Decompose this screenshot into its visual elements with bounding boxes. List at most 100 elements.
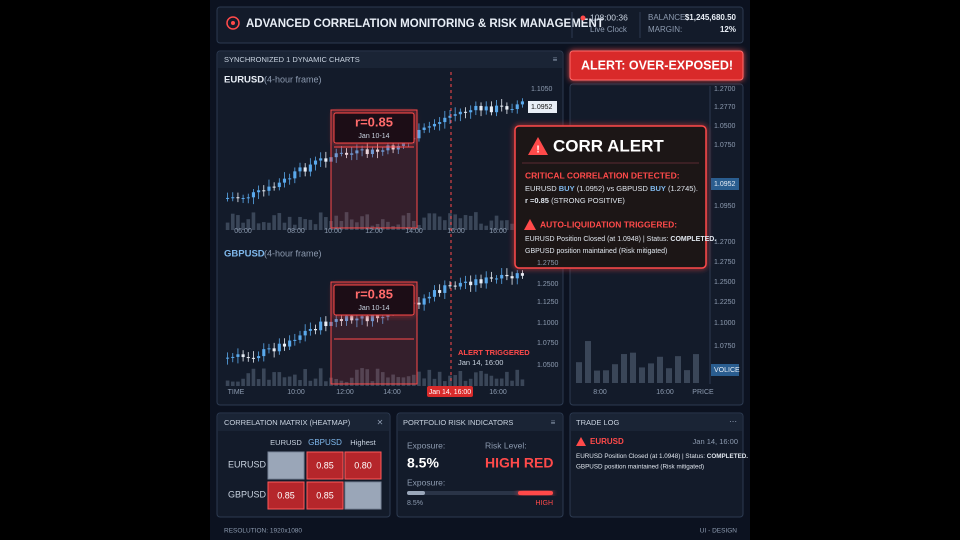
volume	[499, 378, 504, 386]
volume	[293, 374, 297, 386]
volume	[468, 215, 473, 230]
cell	[306, 481, 344, 510]
volume	[520, 379, 525, 386]
volume	[666, 368, 672, 383]
menu-icon[interactable]: ≡	[551, 418, 556, 427]
candle	[236, 197, 240, 199]
volume	[360, 368, 364, 386]
popup-line: GBPUSD position maintained (Risk mitigat…	[525, 248, 667, 255]
price-label: 1.2700	[714, 86, 736, 93]
volume	[474, 212, 478, 230]
volume	[411, 374, 416, 386]
candle	[334, 319, 338, 322]
candle	[251, 357, 255, 359]
panel-title: CORRELATION MATRIX (HEATMAP)	[224, 418, 351, 427]
volume	[287, 376, 292, 386]
text: BUY	[650, 184, 666, 193]
candle	[303, 330, 307, 336]
time-label: 06:00	[234, 228, 252, 235]
price-label: 1.1000	[714, 320, 736, 327]
price-label: 1.0952	[714, 181, 736, 188]
volume	[318, 368, 323, 386]
text: COMPLETED.	[707, 453, 749, 460]
text: BUY	[559, 184, 575, 193]
candle	[458, 111, 462, 115]
volume	[484, 225, 489, 230]
candle	[282, 178, 287, 183]
candle	[262, 190, 266, 192]
alert-button[interactable]	[569, 50, 744, 81]
candle	[231, 356, 235, 358]
volume	[406, 376, 411, 386]
candle	[334, 153, 338, 158]
warning-icon	[524, 219, 536, 230]
more-icon[interactable]: ⋯	[729, 417, 737, 426]
volume	[293, 224, 297, 230]
volume	[298, 216, 302, 230]
candle	[438, 290, 442, 293]
volume	[474, 372, 478, 386]
volume	[380, 219, 385, 230]
time-label: 12:00	[336, 389, 354, 396]
volume	[422, 378, 426, 386]
volume	[241, 378, 245, 386]
volume	[303, 219, 307, 230]
candle	[319, 321, 323, 331]
candle	[303, 167, 307, 172]
volume	[515, 369, 520, 386]
candle	[479, 105, 483, 111]
candle	[427, 126, 431, 128]
cell	[267, 451, 305, 480]
candle	[381, 150, 385, 152]
volume	[510, 223, 514, 230]
volume	[318, 212, 323, 230]
candle	[370, 149, 374, 155]
candle	[479, 279, 483, 284]
volume	[256, 223, 261, 230]
candle	[520, 101, 524, 105]
cell	[344, 451, 382, 480]
volume	[256, 379, 261, 386]
candle	[339, 152, 343, 154]
trade-log-panel	[569, 412, 744, 518]
volume	[612, 364, 618, 383]
balance-label: BALANCE:	[648, 13, 688, 22]
candle	[505, 106, 509, 110]
panel-header	[218, 414, 389, 431]
menu-icon[interactable]: ≡	[553, 55, 558, 64]
text: (1.2745).	[666, 184, 698, 193]
volume	[453, 375, 457, 386]
candle	[365, 316, 369, 322]
volume	[494, 378, 499, 386]
candle	[515, 273, 519, 279]
close-icon[interactable]: ✕	[377, 418, 384, 427]
clock: 108:00:36	[590, 12, 628, 22]
volume	[406, 212, 411, 230]
volume	[432, 213, 437, 230]
price-label: 1.0952	[531, 104, 553, 111]
candle	[417, 302, 421, 305]
price-label: 1.0750	[537, 340, 559, 347]
price-label: 1.1050	[531, 86, 553, 93]
clock-label: Live Clock	[590, 25, 628, 34]
candle	[376, 149, 380, 152]
volume	[339, 380, 344, 386]
price-box	[528, 101, 557, 113]
cell	[267, 481, 305, 510]
price-label: 1.0500	[537, 362, 559, 369]
volume	[621, 354, 627, 383]
candle	[489, 106, 493, 113]
candle	[489, 277, 493, 279]
alert-button-label[interactable]: ALERT: OVER-EXPOSED!	[581, 58, 733, 72]
alert-marker: ALERT TRIGGERED	[458, 348, 530, 357]
price-label: 1.2700	[714, 239, 736, 246]
time-label: 16:00	[489, 389, 507, 396]
candle	[282, 343, 287, 347]
volume	[267, 379, 271, 386]
candle	[520, 273, 524, 276]
volume	[437, 216, 442, 230]
volume	[594, 370, 600, 383]
candle	[505, 274, 509, 277]
text: EURUSD Position Closed (at 1.0948) | Sta…	[525, 236, 670, 243]
column-label: Highest	[350, 438, 376, 447]
